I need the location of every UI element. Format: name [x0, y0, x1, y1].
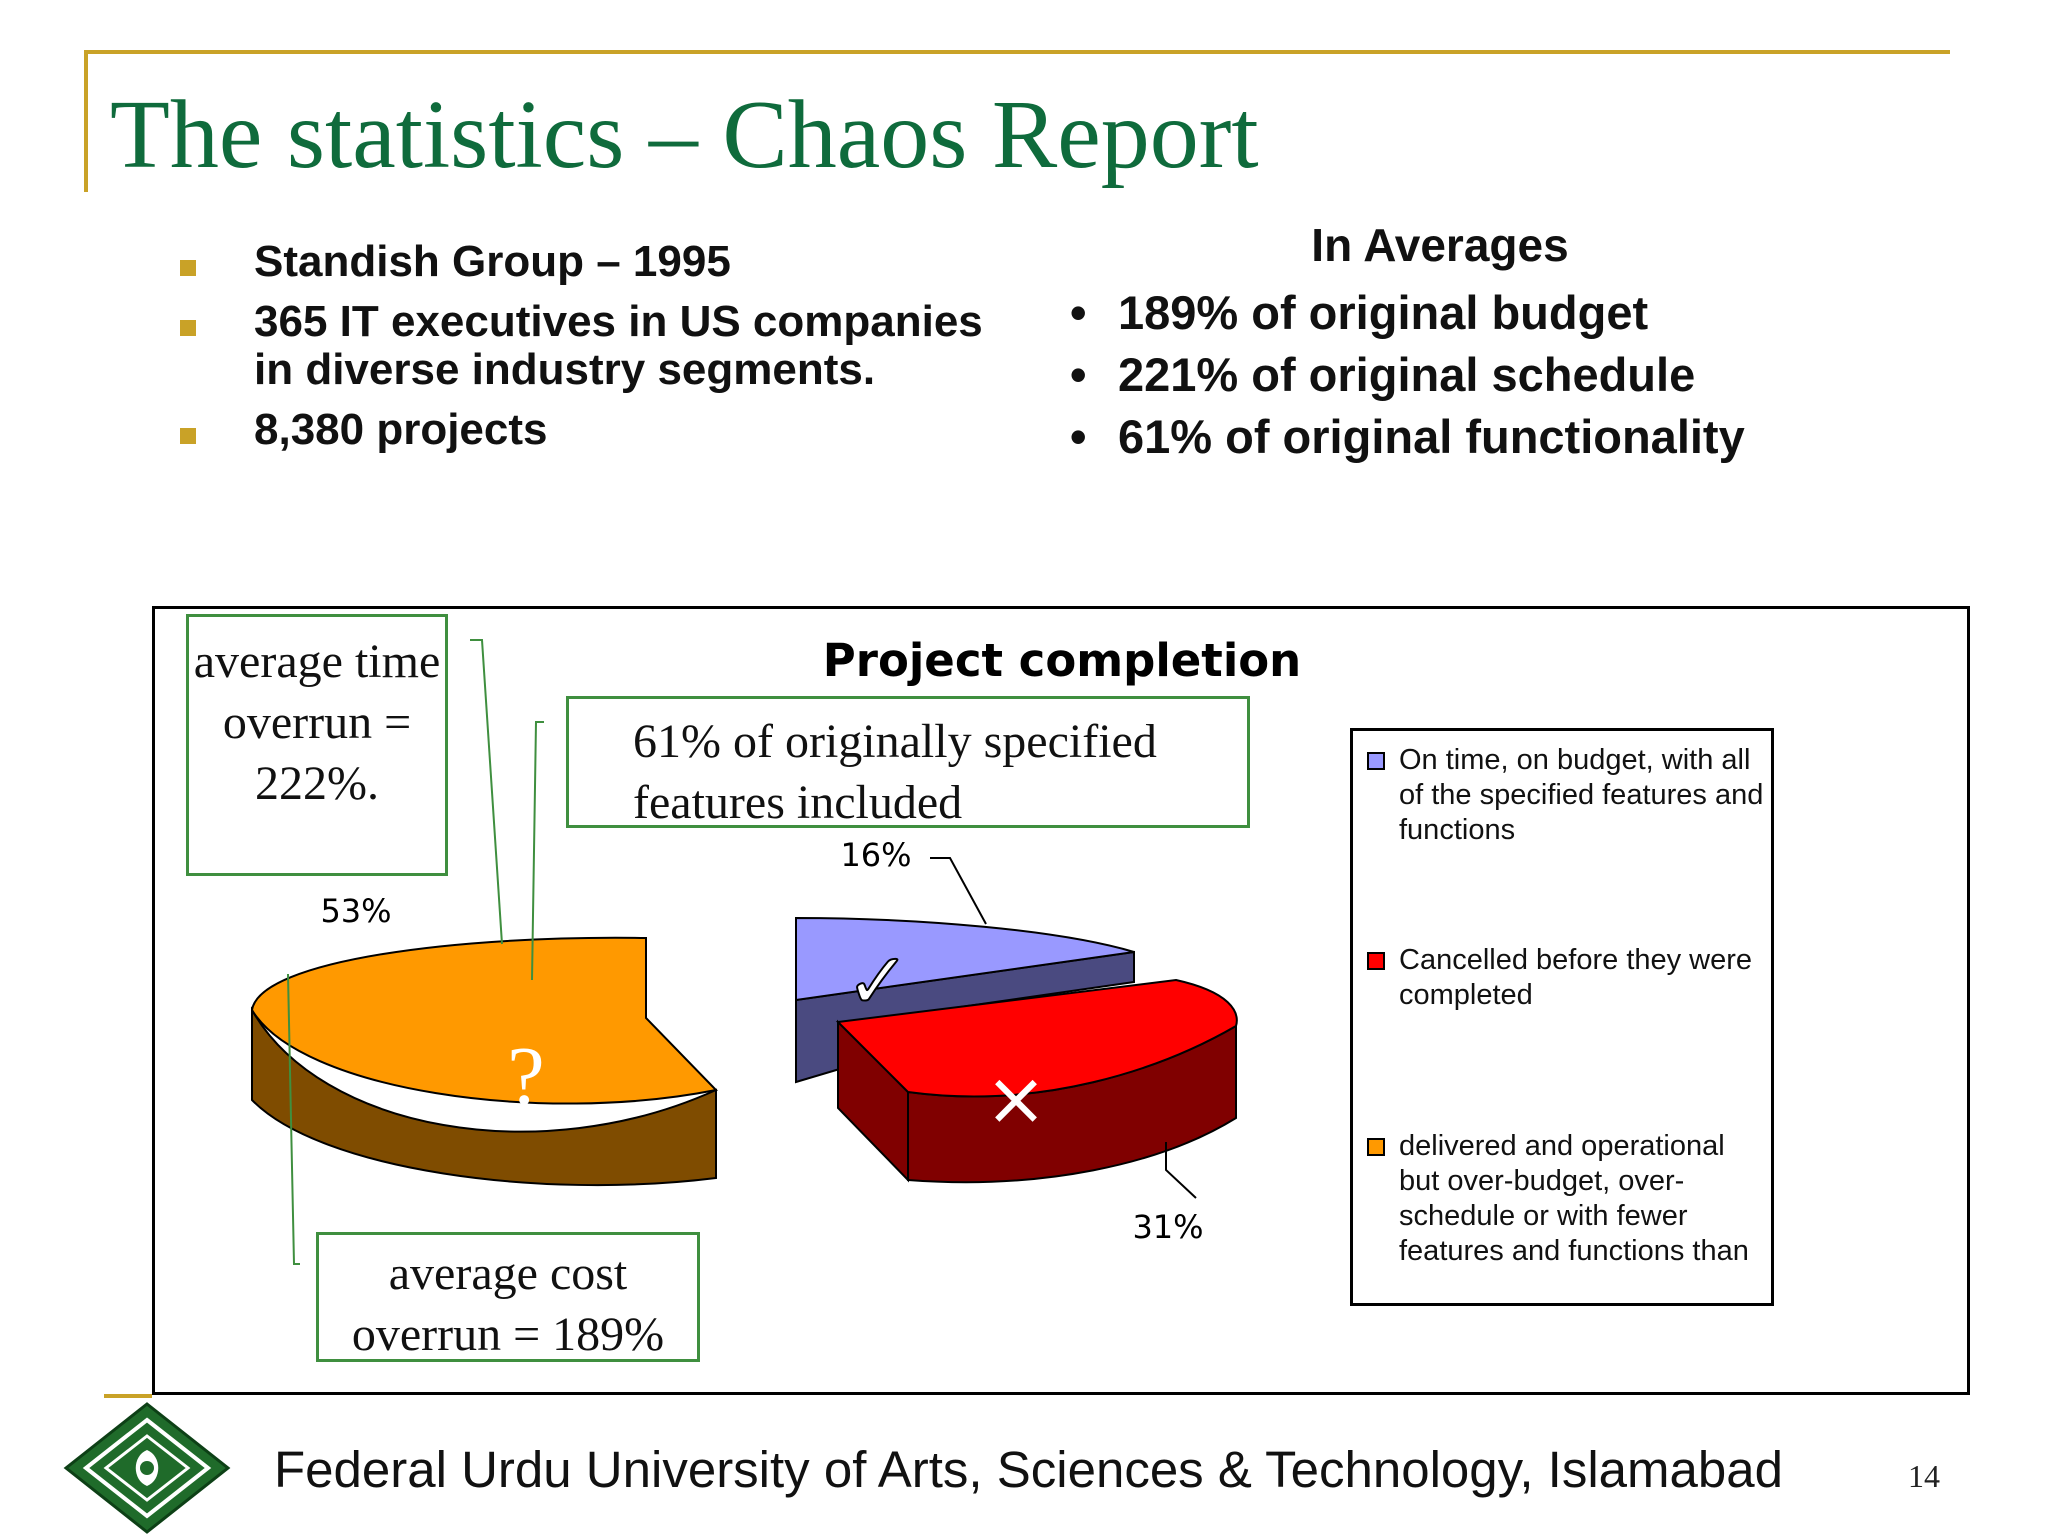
data-label-53: 53% [320, 892, 391, 930]
bullet-item: 8,380 projects [170, 406, 1030, 454]
leader-line-16 [930, 857, 987, 925]
bullet-text: 8,380 projects [254, 405, 548, 454]
data-label-16: 16% [840, 836, 911, 874]
pie-slice-on-time [795, 916, 1135, 1084]
averages-item: • 221% of original schedule [1066, 344, 1745, 406]
university-logo [63, 1402, 231, 1534]
chart-title: Project completion [823, 634, 1301, 687]
callout-time-overrun: average time overrun = 222%. [186, 614, 448, 876]
bullet-list: Standish Group – 1995 365 IT executives … [170, 238, 1030, 466]
averages-text: 221% of original schedule [1118, 348, 1696, 401]
bullet-text: Standish Group – 1995 [254, 237, 731, 286]
legend-label: delivered and operational but over-budge… [1399, 1130, 1749, 1267]
bullet-item: Standish Group – 1995 [170, 238, 1030, 286]
page-number: 14 [1908, 1458, 1940, 1494]
averages-item: • 189% of original budget [1066, 282, 1745, 344]
bullet-item: 365 IT executives in US companies in div… [170, 298, 1030, 394]
check-icon: ✓ [845, 937, 910, 1027]
chart-legend: On time, on budget, with all of the spec… [1350, 728, 1774, 1306]
bullet-dot-icon: • [1070, 410, 1087, 463]
cross-icon: × [985, 1056, 1047, 1142]
callout-cost-overrun: average cost overrun = 189% [316, 1232, 700, 1362]
averages-list: • 189% of original budget • 221% of origin… [1066, 282, 1745, 468]
averages-text: 61% of original functionality [1118, 410, 1745, 463]
callout-connector-features [531, 721, 544, 981]
bullet-square-icon [180, 320, 196, 336]
leader-line-31 [1165, 1142, 1197, 1199]
data-label-31: 31% [1132, 1208, 1203, 1246]
legend-label: Cancelled before they were completed [1399, 944, 1753, 1011]
legend-label: On time, on budget, with all of the spec… [1399, 744, 1764, 846]
legend-item-on-time: On time, on budget, with all of the spec… [1367, 743, 1767, 848]
bullet-square-icon [180, 260, 196, 276]
bottom-rule [104, 1394, 152, 1398]
slide-title: The statistics – Chaos Report [110, 81, 1259, 189]
averages-heading: In Averages [1311, 219, 1569, 271]
footer-text: Federal Urdu University of Arts, Science… [274, 1441, 1783, 1498]
bullet-square-icon [180, 428, 196, 444]
pie-slice-cancelled [835, 978, 1238, 1184]
legend-swatch-red [1367, 952, 1385, 970]
bullet-dot-icon: • [1070, 286, 1087, 339]
question-icon: ? [507, 1030, 544, 1123]
left-rule [84, 50, 88, 192]
slice-top-orange [250, 936, 719, 1105]
callout-connector-time [470, 639, 503, 945]
callout-connector-cost [287, 973, 300, 1265]
slice-top-blue [795, 916, 1135, 1002]
top-rule [86, 50, 1950, 54]
pie-slice-delivered-overbudget [250, 936, 719, 1187]
legend-item-delivered: delivered and operational but over-budge… [1367, 1129, 1767, 1269]
legend-item-cancelled: Cancelled before they were completed [1367, 943, 1767, 1013]
bullet-text: 365 IT executives in US companies in div… [254, 297, 983, 394]
legend-swatch-blue [1367, 752, 1385, 770]
averages-item: • 61% of original functionality [1066, 406, 1745, 468]
legend-swatch-orange [1367, 1138, 1385, 1156]
slice-top-red [835, 978, 1238, 1098]
callout-features-included: 61% of originally specified features inc… [566, 696, 1250, 829]
bullet-dot-icon: • [1070, 348, 1087, 401]
averages-text: 189% of original budget [1118, 286, 1649, 339]
slice-side-orange [251, 1006, 717, 1187]
